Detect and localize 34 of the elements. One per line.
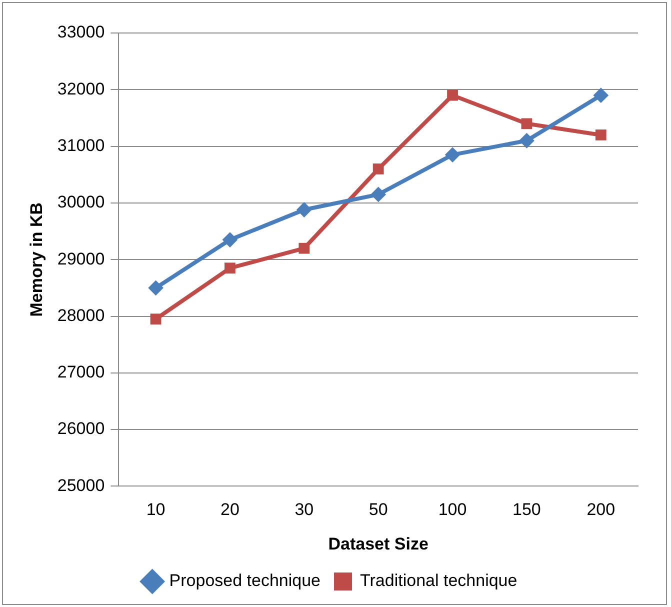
y-tick-label: 33000: [57, 22, 105, 42]
y-tick-label: 26000: [57, 419, 105, 438]
x-tick-label: 200: [586, 500, 616, 520]
point: [150, 314, 162, 325]
point: [593, 88, 608, 103]
y-tick-label: 31000: [57, 136, 105, 155]
x-tick-label: 150: [512, 500, 541, 520]
y-tick-label: 25000: [57, 476, 105, 495]
point: [519, 133, 534, 148]
x-tick-label: 100: [438, 500, 467, 520]
legend-label: Traditional technique: [360, 571, 518, 590]
x-tick-label: 20: [220, 500, 240, 520]
point: [447, 90, 458, 101]
point: [370, 186, 386, 202]
point: [595, 130, 606, 140]
x-axis-title: Dataset Size: [328, 534, 428, 554]
point: [222, 232, 238, 248]
point: [296, 202, 312, 218]
y-tick-label: 27000: [57, 362, 105, 382]
y-tick-label: 30000: [57, 192, 105, 212]
x-tick-label: 10: [146, 500, 166, 520]
x-tick-label: 50: [368, 500, 388, 520]
y-tick-label: 28000: [57, 306, 105, 325]
x-tick-label: 30: [294, 500, 314, 520]
point: [148, 280, 164, 296]
y-axis-title: Memory in KB: [26, 202, 46, 317]
y-tick-label: 32000: [57, 79, 105, 98]
point: [372, 164, 384, 174]
point: [224, 262, 236, 274]
point: [298, 242, 310, 254]
y-tick-label: 29000: [57, 249, 105, 268]
point: [445, 147, 460, 162]
legend-label: Proposed technique: [169, 571, 321, 590]
point: [521, 118, 532, 130]
